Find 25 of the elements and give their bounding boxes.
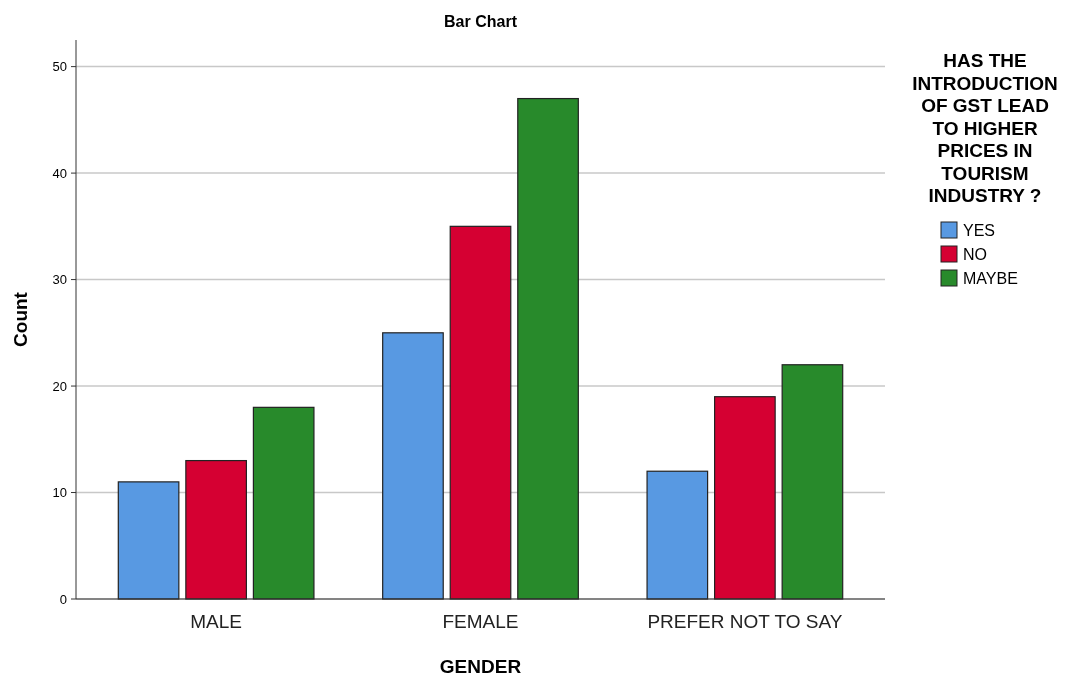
y-tick-label: 40 <box>52 165 67 181</box>
legend-title: HAS THE INTRODUCTION OF GST LEAD TO HIGHER PRICES IN TOURISM INDUSTRY ? <box>912 50 1058 206</box>
bar <box>117 481 180 600</box>
bar <box>714 396 776 600</box>
bar <box>646 470 709 600</box>
y-tick-label: 50 <box>52 59 67 75</box>
bar <box>252 406 315 600</box>
x-tick-label: PREFER NOT TO SAY <box>647 611 843 632</box>
legend-label: NO <box>963 245 987 263</box>
legend-label: MAYBE <box>963 269 1018 287</box>
chart-title: Bar Chart <box>444 13 518 30</box>
y-tick-label: 30 <box>52 272 67 288</box>
x-axis-title: GENDER <box>439 656 522 677</box>
y-axis-title: Count <box>10 291 31 347</box>
y-tick-label: 10 <box>52 485 67 501</box>
bar <box>781 364 844 600</box>
legend-label: YES <box>963 221 996 239</box>
bar <box>517 97 579 600</box>
x-tick-label: MALE <box>190 611 242 632</box>
bar <box>449 225 512 600</box>
bar <box>185 459 247 600</box>
x-tick-label: FEMALE <box>442 611 519 632</box>
bar <box>382 332 444 600</box>
y-tick-label: 0 <box>59 591 67 607</box>
y-tick-label: 20 <box>52 378 67 394</box>
